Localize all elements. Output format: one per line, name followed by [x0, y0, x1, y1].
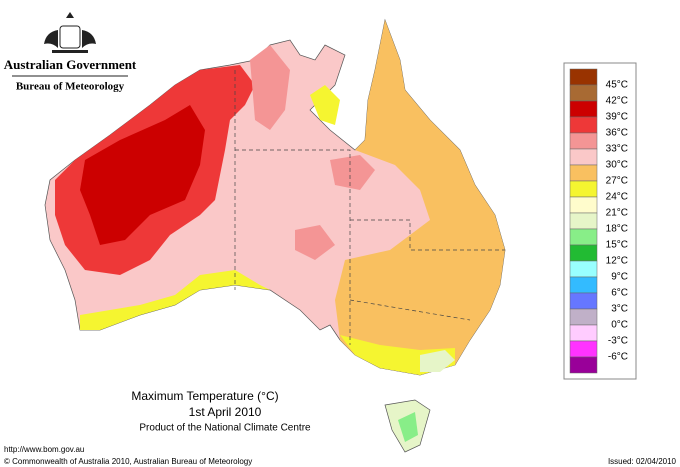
legend-swatch: [569, 164, 598, 182]
legend-label: 42°C: [606, 96, 628, 107]
crest: [44, 12, 96, 53]
legend-swatch: [569, 260, 598, 278]
cool-southeast: [420, 350, 455, 372]
url: http://www.bom.gov.au: [4, 445, 84, 454]
warm-central: [250, 45, 375, 260]
legend-label: 21°C: [606, 208, 628, 219]
legend-label: -3°C: [608, 336, 628, 347]
legend-label: -6°C: [608, 352, 628, 363]
legend-label: 30°C: [606, 160, 628, 171]
legend-swatch: [569, 116, 598, 134]
government: Australian Government: [4, 57, 137, 72]
legend-swatch: [569, 356, 598, 374]
legend-label: 45°C: [606, 80, 628, 91]
map-date: 1st April 2010: [189, 405, 262, 419]
legend-frame: [563, 62, 637, 380]
tasmania-cool: [398, 412, 418, 442]
legend-swatch: [569, 228, 598, 246]
legend-swatch: [569, 148, 598, 166]
legend-label: 36°C: [606, 128, 628, 139]
legend-swatch: [569, 100, 598, 118]
legend-swatch: [569, 324, 598, 342]
yellow-south: [80, 270, 455, 375]
legend-swatch: [569, 244, 598, 262]
issued: Issued: 02/04/2010: [608, 457, 677, 466]
legend-swatch: [569, 308, 598, 326]
legend-label: 9°C: [611, 272, 628, 283]
legend-label: 12°C: [606, 256, 628, 267]
legend-swatch: [569, 68, 598, 86]
legend: 45°C 42°C 39°C 36°C 33°C 30°C 27°C 24°C 21°C 18°C…: [563, 62, 637, 380]
agency: Bureau of Meteorology: [16, 81, 125, 93]
legend-label: 18°C: [606, 224, 628, 235]
map: [44, 18, 506, 453]
yellow-north: [310, 85, 340, 125]
legend-swatch: [569, 292, 598, 310]
map-product: Product of the National Climate Centre: [139, 423, 311, 434]
legend-swatch: [569, 84, 598, 102]
warm-east: [335, 20, 505, 375]
legend-swatch: [569, 180, 598, 198]
state-borders: [234, 70, 505, 345]
map-title: Maximum Temperature (°C): [131, 389, 278, 403]
legend-label: 27°C: [606, 176, 628, 187]
legend-label: 0°C: [611, 320, 628, 331]
hottest-northwest: [80, 105, 205, 245]
legend-label: 6°C: [611, 288, 628, 299]
legend-swatch: [569, 276, 598, 294]
copyright: © Commonwealth of Australia 2010, Austra…: [4, 457, 252, 466]
legend-label: 24°C: [606, 192, 628, 203]
legend-label: 39°C: [606, 112, 628, 123]
legend-label: 15°C: [606, 240, 628, 251]
legend-swatch: [569, 132, 598, 150]
legend-label: 3°C: [611, 304, 628, 315]
legend-swatch: [569, 212, 598, 230]
legend-label: 33°C: [606, 144, 628, 155]
legend-swatch: [569, 196, 598, 214]
legend-swatch: [569, 340, 598, 358]
